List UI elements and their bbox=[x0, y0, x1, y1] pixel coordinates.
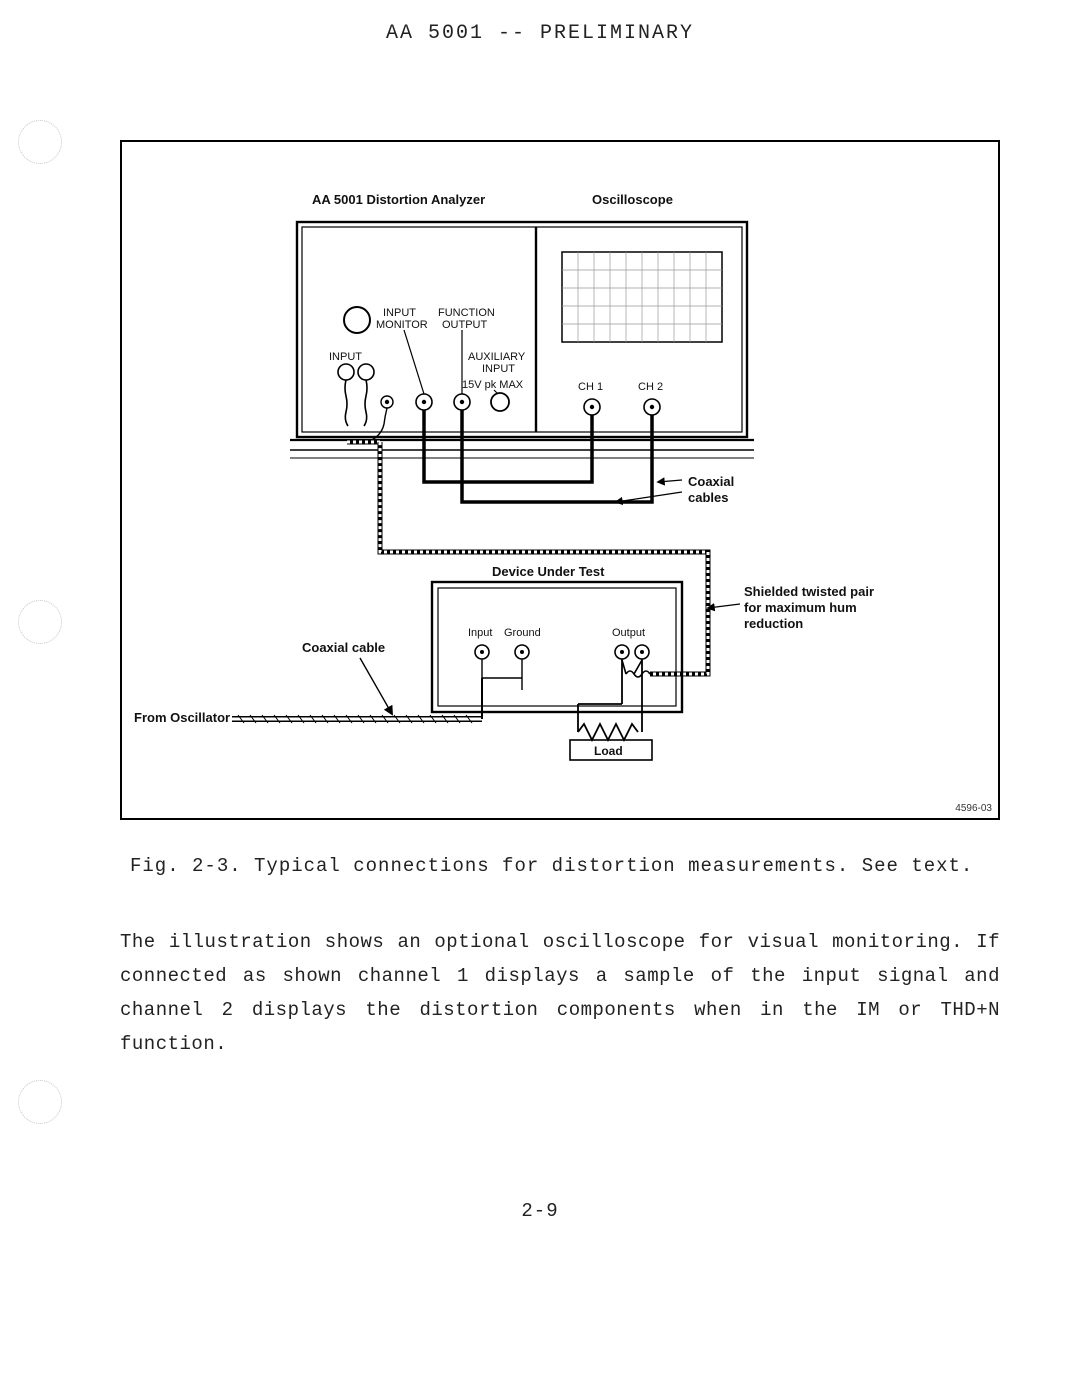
label-input-monitor-2: MONITOR bbox=[376, 319, 428, 331]
label-coax-cable: Coaxial cable bbox=[302, 640, 385, 655]
callout-coax-1 bbox=[658, 480, 682, 482]
dut-ground-dot bbox=[520, 650, 524, 654]
twist-ground-drop bbox=[372, 408, 387, 440]
scope-ch1-dot bbox=[590, 405, 594, 409]
cable-oscillator-to-dut bbox=[232, 715, 482, 723]
label-input: INPUT bbox=[329, 351, 362, 363]
label-dut-ground: Ground bbox=[504, 627, 541, 639]
punch-hole bbox=[18, 120, 62, 164]
label-twisted-3: reduction bbox=[744, 616, 803, 631]
label-twisted-1: Shielded twisted pair bbox=[744, 584, 874, 599]
analyzer-input-r bbox=[358, 364, 374, 380]
figure-id-stamp: 4596-03 bbox=[955, 803, 992, 814]
label-twisted-2: for maximum hum bbox=[744, 600, 857, 615]
scope-ch2-dot bbox=[650, 405, 654, 409]
scope-grid bbox=[562, 252, 722, 342]
label-dut-input: Input bbox=[468, 627, 492, 639]
aux-input-jack bbox=[491, 393, 509, 411]
label-dut-title: Device Under Test bbox=[492, 564, 605, 579]
cable-function-to-ch2 bbox=[462, 410, 652, 502]
function-output-dot bbox=[460, 400, 464, 404]
page: AA 5001 -- PRELIMINARY bbox=[0, 0, 1080, 1397]
cable-monitor-to-ch1 bbox=[424, 410, 592, 482]
figure-caption: Fig. 2-3. Typical connections for distor… bbox=[130, 855, 1000, 877]
dut-output-b-dot bbox=[640, 650, 644, 654]
label-aux-3: 15V pk MAX bbox=[462, 379, 524, 391]
analyzer-input-l bbox=[338, 364, 354, 380]
label-function-output-1: FUNCTION bbox=[438, 307, 495, 319]
label-coax-cables-2: cables bbox=[688, 490, 728, 505]
label-from-osc: From Oscillator bbox=[134, 710, 230, 725]
dut-box-inner bbox=[438, 588, 676, 706]
punch-hole bbox=[18, 600, 62, 644]
page-header: AA 5001 -- PRELIMINARY bbox=[0, 22, 1080, 45]
punch-hole bbox=[18, 1080, 62, 1124]
twist-drop-r bbox=[364, 380, 367, 426]
label-scope-title: Oscilloscope bbox=[592, 192, 673, 207]
figure-frame: INPUT MONITOR FUNCTION OUTPUT INPUT AUXI… bbox=[120, 140, 1000, 820]
leader-monitor bbox=[404, 330, 424, 394]
dut-output-a-dot bbox=[620, 650, 624, 654]
body-paragraph: The illustration shows an optional oscil… bbox=[120, 925, 1000, 1061]
analyzer-ground-dot bbox=[385, 400, 389, 404]
load-resistor-icon bbox=[578, 724, 638, 740]
callout-coax-cable bbox=[360, 658, 392, 714]
connection-diagram: INPUT MONITOR FUNCTION OUTPUT INPUT AUXI… bbox=[122, 142, 998, 818]
label-load: Load bbox=[594, 744, 623, 758]
input-monitor-dial bbox=[344, 307, 370, 333]
label-ch2: CH 2 bbox=[638, 381, 663, 393]
page-number: 2-9 bbox=[0, 1200, 1080, 1222]
input-monitor-dot bbox=[422, 400, 426, 404]
label-aux-2: INPUT bbox=[482, 363, 515, 375]
label-ch1: CH 1 bbox=[578, 381, 603, 393]
label-function-output-2: OUTPUT bbox=[442, 319, 488, 331]
instrument-rack-inner bbox=[302, 227, 742, 432]
callout-twisted bbox=[708, 604, 740, 608]
label-analyzer-title: AA 5001 Distortion Analyzer bbox=[312, 192, 485, 207]
twisted-bundle bbox=[347, 442, 708, 677]
label-aux-1: AUXILIARY bbox=[468, 351, 526, 363]
label-input-monitor-1: INPUT bbox=[383, 307, 416, 319]
label-coax-cables-1: Coaxial bbox=[688, 474, 734, 489]
dut-input-dot bbox=[480, 650, 484, 654]
twist-drop-l bbox=[345, 380, 348, 426]
dut-box bbox=[432, 582, 682, 712]
twist-to-out-b bbox=[634, 660, 642, 674]
label-dut-output: Output bbox=[612, 627, 645, 639]
